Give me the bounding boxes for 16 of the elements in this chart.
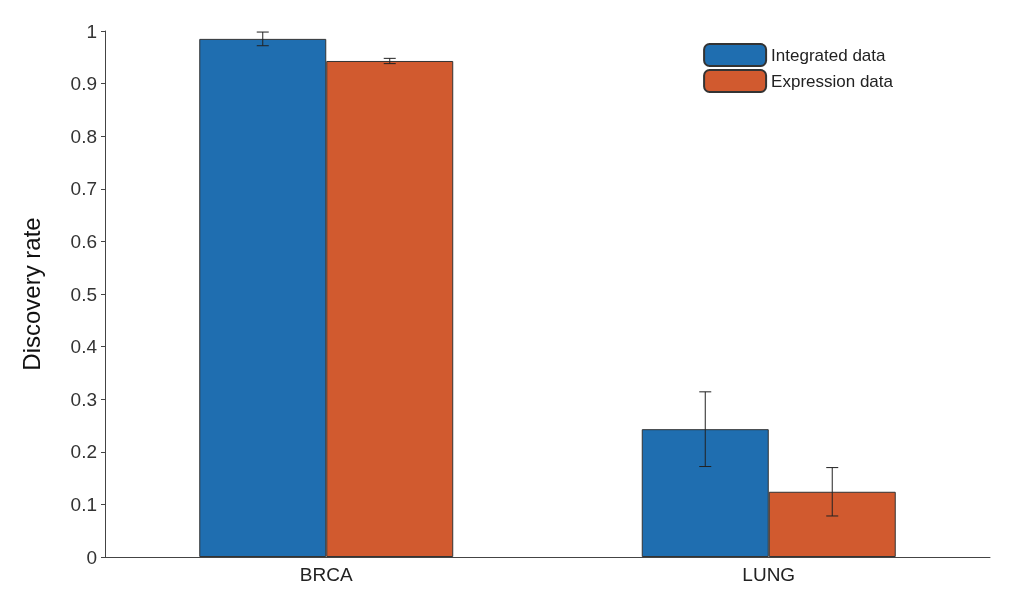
y-tick-label: 0.8 (70, 125, 97, 147)
y-tick-label: 0.9 (70, 73, 97, 95)
y-tick-label: 0.5 (70, 283, 97, 305)
y-tick-label: 0.3 (70, 388, 97, 410)
y-tick-label: 1 (86, 20, 97, 42)
x-tick-label: LUNG (742, 564, 796, 585)
y-tick-label: 0.1 (70, 493, 97, 515)
y-tick-label: 0.7 (70, 178, 97, 200)
y-tick-label: 0.6 (70, 230, 97, 252)
x-tick-label: BRCA (299, 564, 353, 585)
y-tick-label: 0 (86, 546, 97, 568)
legend-label: Expression data (771, 71, 894, 91)
y-tick-label: 0.4 (70, 336, 98, 358)
legend-label: Integrated data (771, 45, 887, 65)
y-tick-label: 0.2 (70, 441, 97, 463)
y-axis-title: Discovery rate (17, 217, 45, 371)
